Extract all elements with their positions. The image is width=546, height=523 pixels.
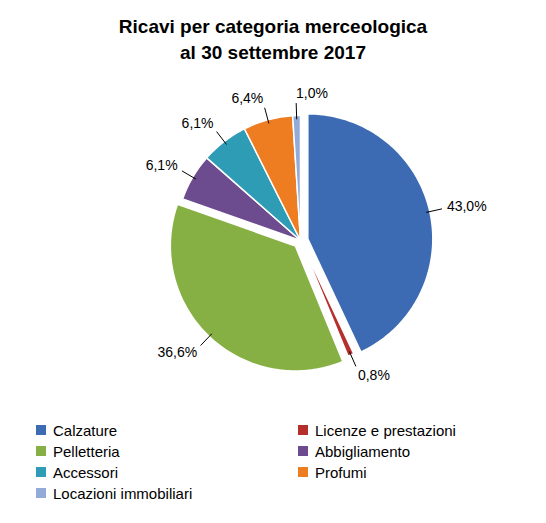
html-text:Calzature: Calzature	[53, 421, 118, 439]
svg-text:0,8%: 0,8%	[358, 367, 390, 383]
html-text:Ricavi per categoria merceolog: Ricavi per categoria merceologica al 30 …	[118, 16, 428, 63]
svg-text:6,1%: 6,1%	[182, 115, 214, 131]
html-text:Licenze e prestazioni: Licenze e prestazioni	[315, 421, 456, 439]
svg-text:1,0%: 1,0%	[296, 85, 328, 101]
html-text:Pelletteria: Pelletteria	[53, 442, 120, 460]
svg-text:6,1%: 6,1%	[146, 157, 178, 173]
html-text:Locazioni immobiliari: Locazioni immobiliari	[53, 484, 193, 502]
svg-text:43,0%: 43,0%	[447, 198, 487, 214]
html-text:Profumi: Profumi	[315, 463, 367, 481]
html-text:Abbigliamento: Abbigliamento	[315, 442, 411, 460]
svg-text:36,6%: 36,6%	[157, 344, 197, 360]
svg-text:6,4%: 6,4%	[231, 90, 263, 106]
html-text:Accessori: Accessori	[53, 463, 118, 481]
